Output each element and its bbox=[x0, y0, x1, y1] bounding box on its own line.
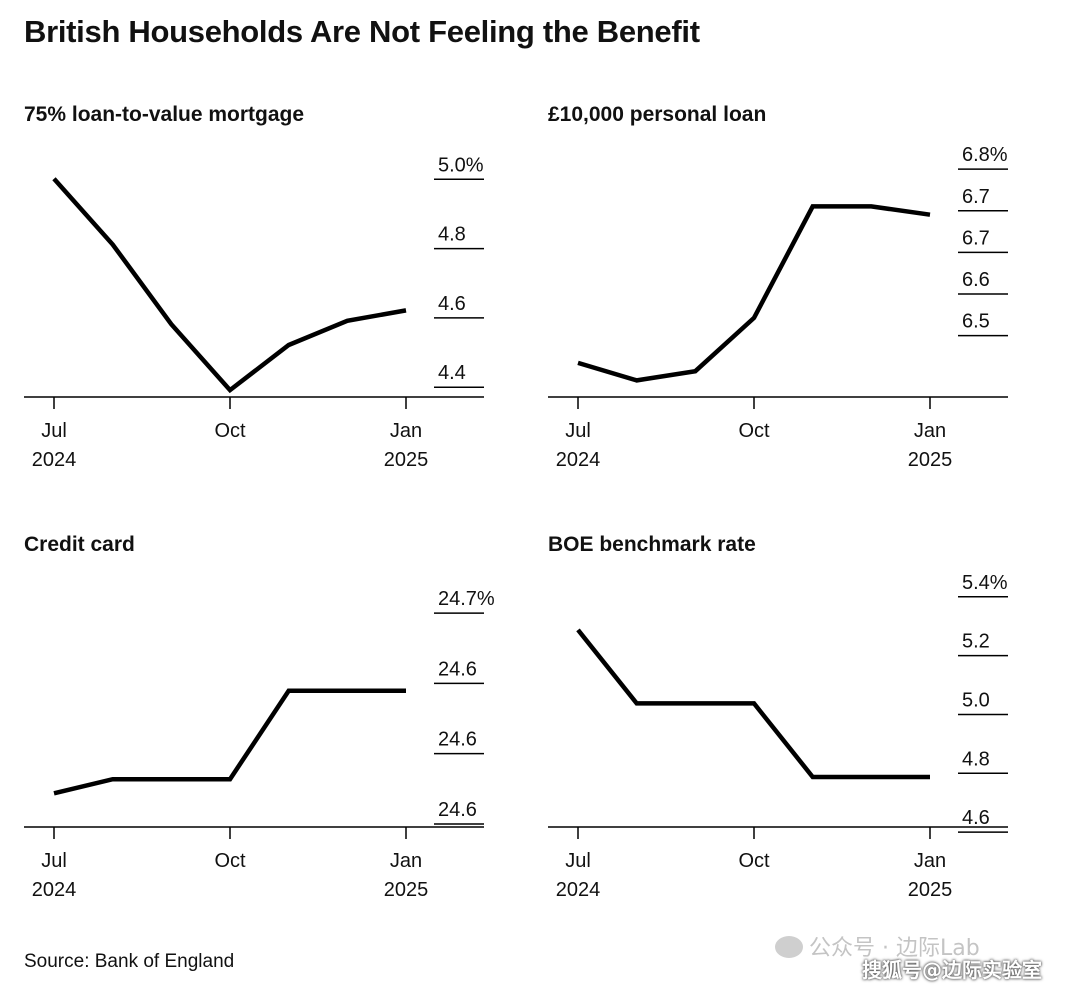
y-tick-label-3: 6.6 bbox=[962, 269, 990, 291]
panel-title-credit-card: Credit card bbox=[24, 533, 135, 556]
x-tick-year-0: 2024 bbox=[556, 449, 601, 471]
x-tick-label-2: Jan bbox=[390, 420, 422, 442]
watermark-sohu: 搜狐号@边际实验室 bbox=[862, 958, 1042, 982]
y-tick-label-2: 6.7 bbox=[962, 227, 990, 249]
x-tick-year-2: 2025 bbox=[384, 879, 429, 901]
x-tick-year-2: 2025 bbox=[384, 449, 429, 471]
y-tick-label-2: 5.0 bbox=[962, 689, 990, 711]
y-tick-label-0: 5.4% bbox=[962, 572, 1008, 594]
x-tick-label-1: Oct bbox=[214, 850, 246, 872]
panel-title-boe-rate: BOE benchmark rate bbox=[548, 533, 756, 556]
chart-title: British Households Are Not Feeling the B… bbox=[24, 14, 700, 49]
chart-panel-mortgage: 75% loan-to-value mortgage 5.0% 4.8 4.6 4.4 J… bbox=[24, 100, 544, 500]
x-tick-label-0: Jul bbox=[41, 420, 67, 442]
watermark-wechat: 公众号 · 边际Lab bbox=[775, 930, 980, 962]
wechat-icon bbox=[775, 936, 803, 958]
panel-title-personal-loan: £10,000 personal loan bbox=[548, 103, 766, 126]
x-tick-label-2: Jan bbox=[390, 850, 422, 872]
chart-svg-mortgage: 75% loan-to-value mortgage 5.0% 4.8 4.6 4.4 J… bbox=[24, 103, 484, 471]
x-tick-year-2: 2025 bbox=[908, 879, 953, 901]
y-tick-label-3: 4.4 bbox=[438, 362, 466, 384]
y-tick-label-3: 4.8 bbox=[962, 748, 990, 770]
series-line-credit-card bbox=[53, 688, 406, 796]
y-tick-label-3: 24.6 bbox=[438, 799, 477, 821]
x-tick-label-1: Oct bbox=[738, 420, 770, 442]
chart-panel-boe-rate: BOE benchmark rate 5.4% 5.2 5.0 4.8 4.6 Jul 202… bbox=[548, 530, 1068, 930]
x-tick-label-1: Oct bbox=[214, 420, 246, 442]
y-tick-label-0: 5.0% bbox=[438, 154, 484, 176]
series-line-mortgage bbox=[52, 177, 407, 394]
y-tick-label-1: 6.7 bbox=[962, 186, 990, 208]
source-note: Source: Bank of England bbox=[24, 951, 235, 972]
chart-svg-credit-card: Credit card 24.7% 24.6 24.6 24.6 Jul 2024 Oct Ja… bbox=[24, 533, 495, 901]
y-tick-label-1: 24.6 bbox=[438, 658, 477, 680]
y-tick-label-2: 4.6 bbox=[438, 293, 466, 315]
series-line-boe-rate bbox=[576, 628, 930, 780]
y-tick-label-4: 6.5 bbox=[962, 311, 990, 333]
x-tick-label-0: Jul bbox=[565, 420, 591, 442]
y-tick-label-0: 6.8% bbox=[962, 144, 1008, 166]
chart-svg-personal-loan: £10,000 personal loan 6.8% 6.7 6.7 6.6 6.5 Jul… bbox=[548, 103, 1008, 471]
y-tick-label-1: 5.2 bbox=[962, 631, 990, 653]
x-tick-year-0: 2024 bbox=[556, 879, 601, 901]
x-tick-year-0: 2024 bbox=[32, 449, 77, 471]
y-tick-label-1: 4.8 bbox=[438, 224, 466, 246]
chart-panel-personal-loan: £10,000 personal loan 6.8% 6.7 6.7 6.6 6.5 Jul… bbox=[548, 100, 1068, 500]
watermark-text-1: 公众号 · 边际Lab bbox=[809, 936, 980, 961]
y-tick-label-0: 24.7% bbox=[438, 588, 495, 610]
series-line-personal-loan bbox=[577, 204, 931, 383]
x-tick-label-0: Jul bbox=[41, 850, 67, 872]
panel-title-mortgage: 75% loan-to-value mortgage bbox=[24, 103, 304, 126]
chart-svg-boe-rate: BOE benchmark rate 5.4% 5.2 5.0 4.8 4.6 Jul 202… bbox=[548, 533, 1008, 901]
chart-panel-credit-card: Credit card 24.7% 24.6 24.6 24.6 Jul 2024 Oct Ja… bbox=[24, 530, 544, 930]
x-tick-label-2: Jan bbox=[914, 420, 946, 442]
x-tick-year-0: 2024 bbox=[32, 879, 77, 901]
y-tick-label-2: 24.6 bbox=[438, 729, 477, 751]
x-tick-label-1: Oct bbox=[738, 850, 770, 872]
y-tick-label-4: 4.6 bbox=[962, 807, 990, 829]
x-tick-label-0: Jul bbox=[565, 850, 591, 872]
x-tick-label-2: Jan bbox=[914, 850, 946, 872]
x-tick-year-2: 2025 bbox=[908, 449, 953, 471]
